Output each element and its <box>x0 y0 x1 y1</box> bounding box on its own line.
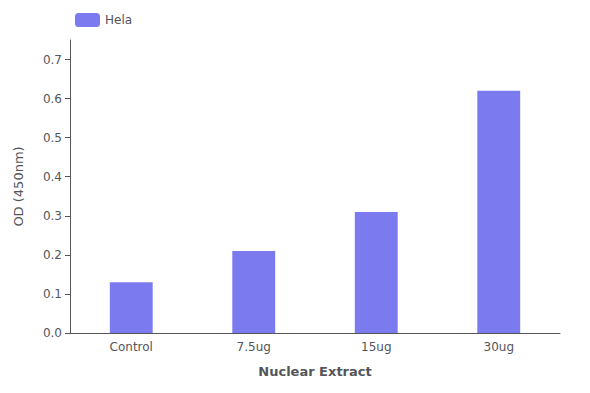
svg-text:0.3: 0.3 <box>43 209 62 223</box>
svg-text:7.5ug: 7.5ug <box>237 340 271 354</box>
svg-text:0.2: 0.2 <box>43 248 62 262</box>
svg-text:15ug: 15ug <box>361 340 392 354</box>
svg-text:Hela: Hela <box>105 13 132 27</box>
svg-text:Nuclear Extract: Nuclear Extract <box>258 364 371 379</box>
svg-text:30ug: 30ug <box>484 340 515 354</box>
svg-text:0.0: 0.0 <box>43 326 62 340</box>
svg-text:Control: Control <box>110 340 153 354</box>
svg-text:0.6: 0.6 <box>43 92 62 106</box>
svg-text:0.5: 0.5 <box>43 131 62 145</box>
svg-text:0.1: 0.1 <box>43 287 62 301</box>
svg-text:0.7: 0.7 <box>43 53 62 67</box>
svg-text:OD (450nm): OD (450nm) <box>11 146 26 226</box>
svg-text:0.4: 0.4 <box>43 170 62 184</box>
